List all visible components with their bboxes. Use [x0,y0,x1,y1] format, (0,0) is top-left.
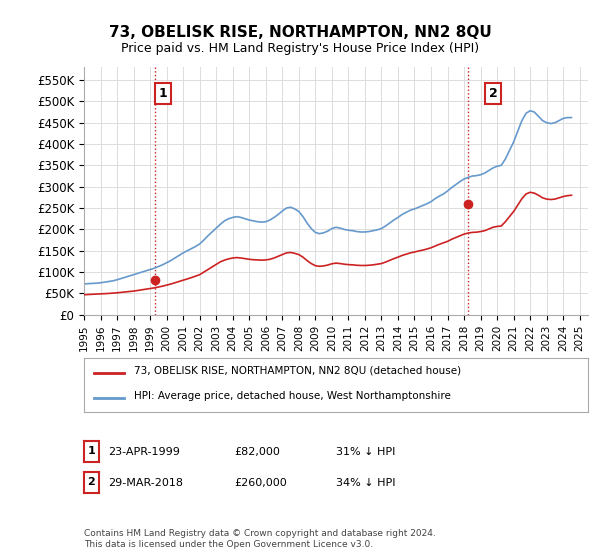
Text: Contains HM Land Registry data © Crown copyright and database right 2024.
This d: Contains HM Land Registry data © Crown c… [84,529,436,549]
Text: £260,000: £260,000 [234,478,287,488]
Text: 1: 1 [88,446,95,456]
Text: Price paid vs. HM Land Registry's House Price Index (HPI): Price paid vs. HM Land Registry's House … [121,42,479,55]
Text: 73, OBELISK RISE, NORTHAMPTON, NN2 8QU (detached house): 73, OBELISK RISE, NORTHAMPTON, NN2 8QU (… [134,366,461,375]
Text: 2: 2 [489,87,497,100]
Text: 73, OBELISK RISE, NORTHAMPTON, NN2 8QU: 73, OBELISK RISE, NORTHAMPTON, NN2 8QU [109,25,491,40]
Text: HPI: Average price, detached house, West Northamptonshire: HPI: Average price, detached house, West… [134,391,451,401]
Text: £82,000: £82,000 [234,447,280,457]
Text: 29-MAR-2018: 29-MAR-2018 [108,478,183,488]
Text: 23-APR-1999: 23-APR-1999 [108,447,180,457]
Text: 2: 2 [88,477,95,487]
Text: 1: 1 [158,87,167,100]
Text: 31% ↓ HPI: 31% ↓ HPI [336,447,395,457]
Text: 34% ↓ HPI: 34% ↓ HPI [336,478,395,488]
